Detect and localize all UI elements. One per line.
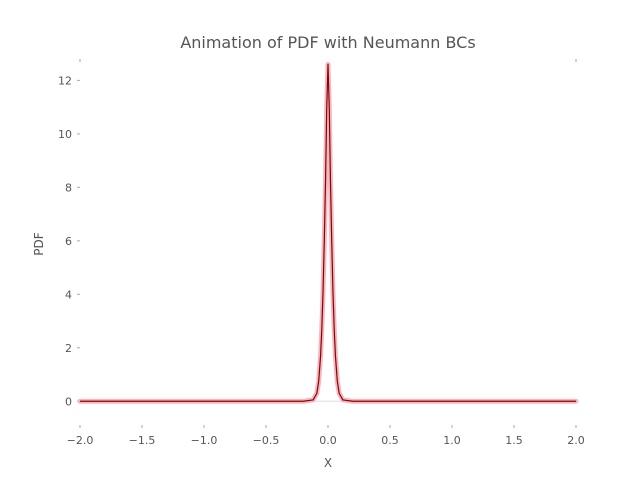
- x-tick-label: 0.5: [381, 434, 399, 447]
- x-tick-label: −0.5: [253, 434, 280, 447]
- x-tick-label: 1.0: [443, 434, 461, 447]
- x-tick-label: 2.0: [567, 434, 585, 447]
- y-tick-label: 10: [58, 128, 72, 141]
- plot-area: −2.0 −1.5 −1.0 −0.5 0.0 0.5 1.0 1.5 2.0 0 2 4 6 8 10 1…: [58, 59, 585, 447]
- y-axis-label: PDF: [32, 232, 46, 255]
- pdf-series-line: [80, 63, 576, 402]
- y-tick-label: 8: [65, 181, 72, 194]
- x-axis-ticks: −2.0 −1.5 −1.0 −0.5 0.0 0.5 1.0 1.5 2.0: [67, 59, 585, 447]
- x-tick-label: −1.0: [191, 434, 218, 447]
- x-axis-label: X: [324, 456, 332, 470]
- x-tick-label: −1.5: [129, 434, 156, 447]
- y-tick-label: 2: [65, 342, 72, 355]
- y-tick-label: 6: [65, 235, 72, 248]
- chart-title: Animation of PDF with Neumann BCs: [180, 33, 475, 52]
- y-tick-label: 12: [58, 74, 72, 87]
- x-tick-label: 0.0: [319, 434, 337, 447]
- x-tick-label: 1.5: [505, 434, 523, 447]
- y-axis-ticks: 0 2 4 6 8 10 12: [58, 74, 80, 408]
- series-group: [77, 61, 579, 404]
- y-tick-label: 4: [65, 288, 72, 301]
- x-tick-label: −2.0: [67, 434, 94, 447]
- y-tick-label: 0: [65, 395, 72, 408]
